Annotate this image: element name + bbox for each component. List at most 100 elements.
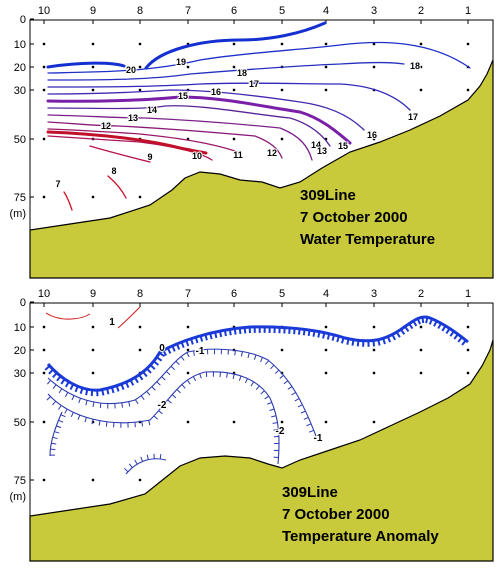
hatch-tick <box>240 328 241 334</box>
station-sample-point <box>43 479 45 481</box>
contour-label-18: 18 <box>410 61 420 71</box>
x-tick-label-station-7: 7 <box>185 288 191 300</box>
contour-label-18: 18 <box>237 68 247 78</box>
station-sample-point <box>92 372 94 374</box>
hatch-tick <box>378 340 379 346</box>
station-sample-point <box>139 43 141 45</box>
hatch-tick <box>309 330 310 336</box>
x-tick-label-station-9: 9 <box>90 5 96 17</box>
anomaly-contour-label--2: -2 <box>158 400 167 411</box>
contour-label-13: 13 <box>128 113 138 123</box>
hatch-tick <box>50 449 55 450</box>
hatch-tick <box>299 329 300 335</box>
x-tick-label-station-7: 7 <box>185 5 191 17</box>
station-sample-point <box>325 66 327 68</box>
hatch-tick <box>235 350 236 355</box>
anomaly-title-line-3: Temperature Anomaly <box>282 528 439 545</box>
station-sample-point <box>373 421 375 423</box>
hatch-tick <box>235 329 236 335</box>
anomaly-contour-label--1: -1 <box>196 346 205 357</box>
contour-label-12: 12 <box>101 121 111 131</box>
hatch-tick <box>294 328 295 334</box>
y-tick-label: 75 <box>14 192 26 204</box>
station-sample-point <box>92 349 94 351</box>
station-sample-point <box>420 66 422 68</box>
station-sample-point <box>139 66 141 68</box>
station-sample-point <box>373 372 375 374</box>
station-sample-point <box>187 66 189 68</box>
x-tick-label-station-10: 10 <box>38 5 50 17</box>
x-tick-label-station-2: 2 <box>418 288 424 300</box>
station-sample-point <box>43 138 45 140</box>
temperature-title-line-2: 7 October 2000 <box>300 209 408 226</box>
station-sample-point <box>92 196 94 198</box>
station-sample-point <box>187 326 189 328</box>
station-sample-point <box>420 326 422 328</box>
station-sample-point <box>43 421 45 423</box>
temperature-title-line-1: 309Line <box>300 187 356 204</box>
station-sample-point <box>325 421 327 423</box>
hatch-tick <box>426 317 427 323</box>
station-sample-point <box>92 326 94 328</box>
contour-label-16: 16 <box>367 130 377 140</box>
station-sample-point <box>420 372 422 374</box>
hatch-tick <box>225 330 226 336</box>
hatch-tick <box>323 333 324 339</box>
contour-label-14: 14 <box>147 105 157 115</box>
hatch-tick <box>92 390 93 396</box>
station-sample-point <box>139 326 141 328</box>
station-sample-point <box>281 349 283 351</box>
station-sample-point <box>467 372 469 374</box>
station-sample-point <box>43 326 45 328</box>
station-sample-point <box>373 66 375 68</box>
hatch-tick <box>102 390 103 396</box>
x-tick-label-station-6: 6 <box>231 5 237 17</box>
station-sample-point <box>187 349 189 351</box>
hatch-tick <box>220 331 221 337</box>
hatch-tick <box>210 333 211 339</box>
hatch-tick <box>230 329 231 335</box>
y-tick-label: (m) <box>10 491 27 503</box>
hatch-tick <box>373 340 374 346</box>
hatch-tick <box>142 421 143 426</box>
station-sample-point <box>325 349 327 351</box>
hatch-tick <box>106 422 107 427</box>
station-sample-point <box>325 372 327 374</box>
hatch-tick <box>358 340 359 346</box>
station-sample-point <box>43 349 45 351</box>
x-tick-label-station-4: 4 <box>323 288 329 300</box>
hatch-tick <box>422 317 423 323</box>
x-tick-label-station-10: 10 <box>38 288 50 300</box>
contour-label-17: 17 <box>249 79 259 89</box>
station-sample-point <box>467 326 469 328</box>
station-sample-point <box>92 89 94 91</box>
y-tick-label: 10 <box>14 39 26 51</box>
y-tick-label: 0 <box>20 14 26 26</box>
station-sample-point <box>139 349 141 351</box>
station-sample-point <box>139 479 141 481</box>
y-tick-label: 20 <box>14 62 26 74</box>
station-sample-point <box>281 138 283 140</box>
station-sample-point <box>92 43 94 45</box>
y-tick-label: 50 <box>14 417 26 429</box>
x-tick-label-station-6: 6 <box>231 288 237 300</box>
hatch-tick <box>122 403 123 408</box>
y-tick-label: 30 <box>14 368 26 380</box>
station-sample-point <box>92 479 94 481</box>
station-sample-point <box>233 66 235 68</box>
x-tick-label-station-5: 5 <box>279 5 285 17</box>
station-sample-point <box>43 66 45 68</box>
y-tick-label: 30 <box>14 85 26 97</box>
anomaly-title-line-1: 309Line <box>282 484 338 501</box>
x-tick-label-station-1: 1 <box>465 288 471 300</box>
anomaly-title-line-2: 7 October 2000 <box>282 506 390 523</box>
contour-label-20: 20 <box>126 65 136 75</box>
station-sample-point <box>373 326 375 328</box>
station-sample-point <box>373 349 375 351</box>
contour-label-11: 11 <box>233 150 243 160</box>
hatch-tick <box>215 332 216 338</box>
contour-label-19: 19 <box>176 57 186 67</box>
